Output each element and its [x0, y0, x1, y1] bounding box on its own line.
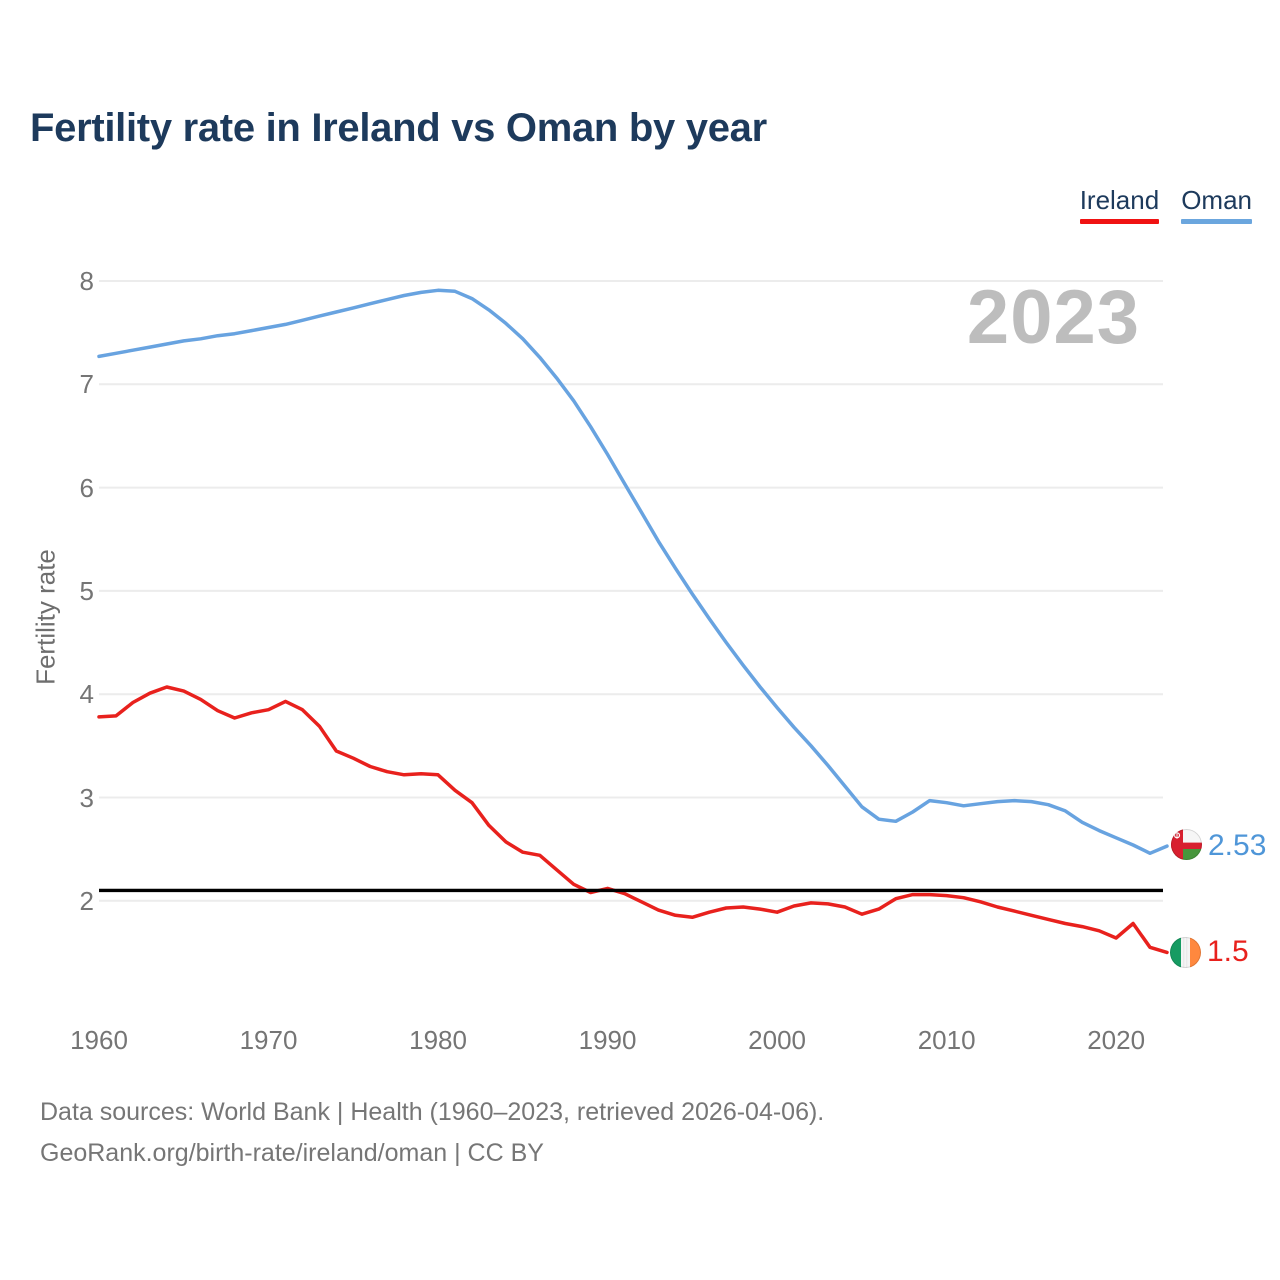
oman-flag-icon	[1171, 829, 1202, 860]
ireland-line	[97, 685, 1169, 955]
legend: Ireland Oman	[1079, 185, 1252, 224]
year-watermark: 2023	[966, 275, 1140, 360]
footer-sources: Data sources: World Bank | Health (1960–…	[40, 1098, 825, 1126]
x-tick-label-2010: 2010	[917, 1025, 976, 1055]
legend-label-oman: Oman	[1181, 185, 1252, 215]
x-tick-label-1990: 1990	[578, 1025, 637, 1055]
ireland-flag-icon	[1170, 937, 1201, 968]
legend-label-ireland: Ireland	[1079, 185, 1160, 215]
ireland-end-value: 1.5	[1207, 935, 1249, 968]
legend-swatch-oman	[1181, 219, 1252, 224]
y-tick-label-7: 7	[79, 369, 94, 400]
x-tick-label-2020: 2020	[1087, 1025, 1146, 1055]
y-tick-label-5: 5	[79, 575, 94, 606]
x-tick-label-2000: 2000	[748, 1025, 807, 1055]
x-tick-label-1970: 1970	[239, 1025, 298, 1055]
legend-swatch-ireland	[1079, 219, 1160, 224]
y-tick-label-6: 6	[79, 472, 94, 503]
y-tick-label-2: 2	[79, 885, 94, 916]
legend-item-ireland[interactable]: Ireland	[1079, 185, 1160, 224]
footer-attribution: GeoRank.org/birth-rate/ireland/oman | CC…	[40, 1139, 544, 1167]
oman-end-value: 2.53	[1208, 829, 1267, 862]
y-tick-label-4: 4	[79, 679, 94, 710]
x-tick-label-1960: 1960	[70, 1025, 128, 1055]
oman-line	[97, 288, 1169, 856]
y-tick-label-3: 3	[79, 782, 94, 813]
y-tick-label-8: 8	[79, 266, 94, 296]
footer: Data sources: World Bank | Health (1960–…	[40, 1092, 824, 1174]
x-tick-label-1980: 1980	[409, 1025, 467, 1055]
legend-item-oman[interactable]: Oman	[1181, 185, 1252, 224]
page-title: Fertility rate in Ireland vs Oman by yea…	[30, 106, 767, 150]
